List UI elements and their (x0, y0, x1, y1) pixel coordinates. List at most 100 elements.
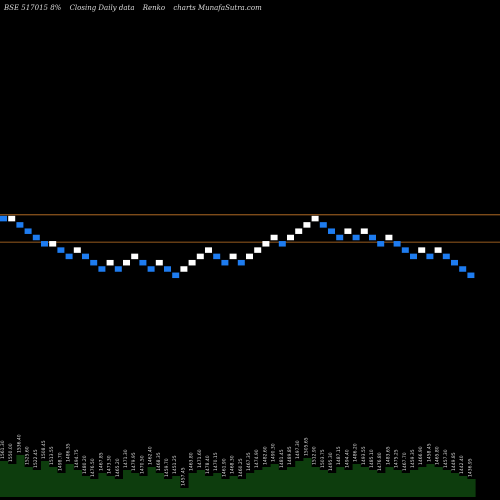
price-label-48: 1475.25 (394, 449, 400, 468)
brick-57 (467, 272, 475, 279)
brick-12 (98, 266, 106, 272)
brick-43 (352, 234, 360, 241)
brick-36 (295, 228, 303, 234)
brick-11 (90, 259, 98, 266)
chart-type-name: Renko (142, 4, 166, 12)
brick-39 (319, 222, 327, 228)
brick-9 (73, 247, 81, 253)
price-label-50: 1459.35 (410, 449, 416, 468)
reference-lines (0, 214, 500, 243)
brick-56 (459, 266, 467, 272)
price-label-18: 1462.40 (148, 446, 154, 465)
brick-27 (221, 259, 229, 266)
brick-51 (418, 247, 426, 253)
price-label-45: 1485.10 (369, 449, 375, 468)
price-label-26: 1470.15 (213, 452, 219, 471)
brick-10 (82, 253, 89, 260)
brick-35 (287, 234, 294, 241)
brick-23 (188, 259, 196, 266)
brick-48 (393, 241, 401, 247)
chart-symbol: BSE 517015 8% (4, 4, 62, 12)
price-label-46: 1476.80 (377, 452, 383, 471)
brick-52 (426, 253, 434, 260)
brick-40 (328, 228, 335, 234)
price-label-43: 1486.20 (353, 443, 359, 462)
price-label-4: 1522.45 (33, 449, 39, 468)
brick-20 (164, 266, 171, 272)
price-label-42: 1494.40 (344, 449, 350, 468)
brick-28 (229, 253, 237, 260)
brick-0 (0, 215, 7, 222)
price-label-13: 1473.30 (107, 455, 113, 474)
brick-8 (65, 253, 73, 260)
price-label-9: 1494.75 (74, 449, 80, 468)
price-label-55: 1449.85 (451, 452, 457, 471)
chart-header: BSE 517015 8% Closing Daily data Renko c… (4, 4, 268, 12)
brick-49 (401, 247, 409, 253)
brick-2 (16, 222, 24, 228)
volume-area (0, 455, 476, 497)
price-label-20: 1459.70 (164, 458, 170, 477)
brick-38 (311, 215, 319, 222)
price-label-3: 1525.60 (25, 446, 31, 465)
price-label-14: 1465.20 (115, 458, 121, 477)
brick-19 (155, 259, 163, 266)
brick-4 (32, 234, 40, 241)
price-label-35: 1489.85 (287, 446, 293, 465)
brick-33 (270, 234, 278, 241)
price-label-53: 1465.80 (435, 446, 441, 465)
price-label-32: 1482.60 (262, 446, 268, 465)
brick-15 (123, 259, 130, 266)
brick-17 (139, 259, 147, 266)
brick-18 (147, 266, 155, 272)
brick-37 (303, 222, 311, 228)
price-label-38: 1512.90 (312, 446, 318, 465)
price-label-37: 1505.65 (303, 437, 309, 456)
brick-34 (278, 241, 286, 247)
price-label-27: 1461.90 (221, 458, 227, 477)
price-label-44: 1493.55 (361, 446, 367, 465)
price-label-6: 1513.55 (49, 446, 55, 465)
brick-53 (434, 247, 442, 253)
chart-site: charts MunafaSutra.com (173, 4, 262, 12)
price-label-5: 1508.45 (41, 440, 47, 459)
brick-46 (377, 241, 385, 247)
price-label-2: 1536.40 (16, 434, 22, 453)
brick-7 (57, 247, 65, 253)
price-label-29: 1460.25 (238, 458, 244, 477)
price-label-41: 1487.15 (336, 446, 342, 465)
price-label-21: 1451.25 (172, 455, 178, 474)
price-label-22: 1457.45 (180, 467, 186, 486)
price-label-16: 1479.95 (131, 452, 137, 471)
price-label-11: 1476.50 (90, 458, 96, 477)
price-label-24: 1471.60 (197, 449, 203, 468)
volume-series (0, 455, 476, 497)
brick-54 (442, 253, 450, 260)
price-label-33: 1490.30 (271, 443, 277, 462)
price-label-19: 1468.35 (156, 452, 162, 471)
price-label-7: 1498.70 (57, 452, 63, 471)
price-label-56: 1442.40 (459, 455, 465, 474)
price-label-1: 1550.00 (8, 443, 14, 462)
price-label-51: 1466.90 (418, 446, 424, 465)
price-label-34: 1481.45 (279, 449, 285, 468)
brick-47 (385, 234, 393, 241)
brick-21 (172, 272, 180, 279)
brick-14 (114, 266, 122, 272)
price-label-12: 1467.85 (98, 452, 104, 471)
renko-bricks (0, 215, 475, 279)
price-label-17: 1470.50 (139, 455, 145, 474)
price-label-23: 1463.80 (189, 452, 195, 471)
brick-1 (8, 215, 16, 222)
price-label-8: 1486.35 (66, 443, 72, 462)
chart-description: Closing Daily data (69, 4, 135, 12)
brick-24 (196, 253, 204, 260)
brick-25 (205, 247, 212, 253)
price-label-47: 1483.65 (385, 446, 391, 465)
price-label-0: 1561.30 (0, 440, 6, 459)
price-label-25: 1478.40 (205, 455, 211, 474)
brick-45 (369, 234, 376, 241)
brick-44 (360, 228, 368, 234)
brick-6 (49, 241, 57, 247)
